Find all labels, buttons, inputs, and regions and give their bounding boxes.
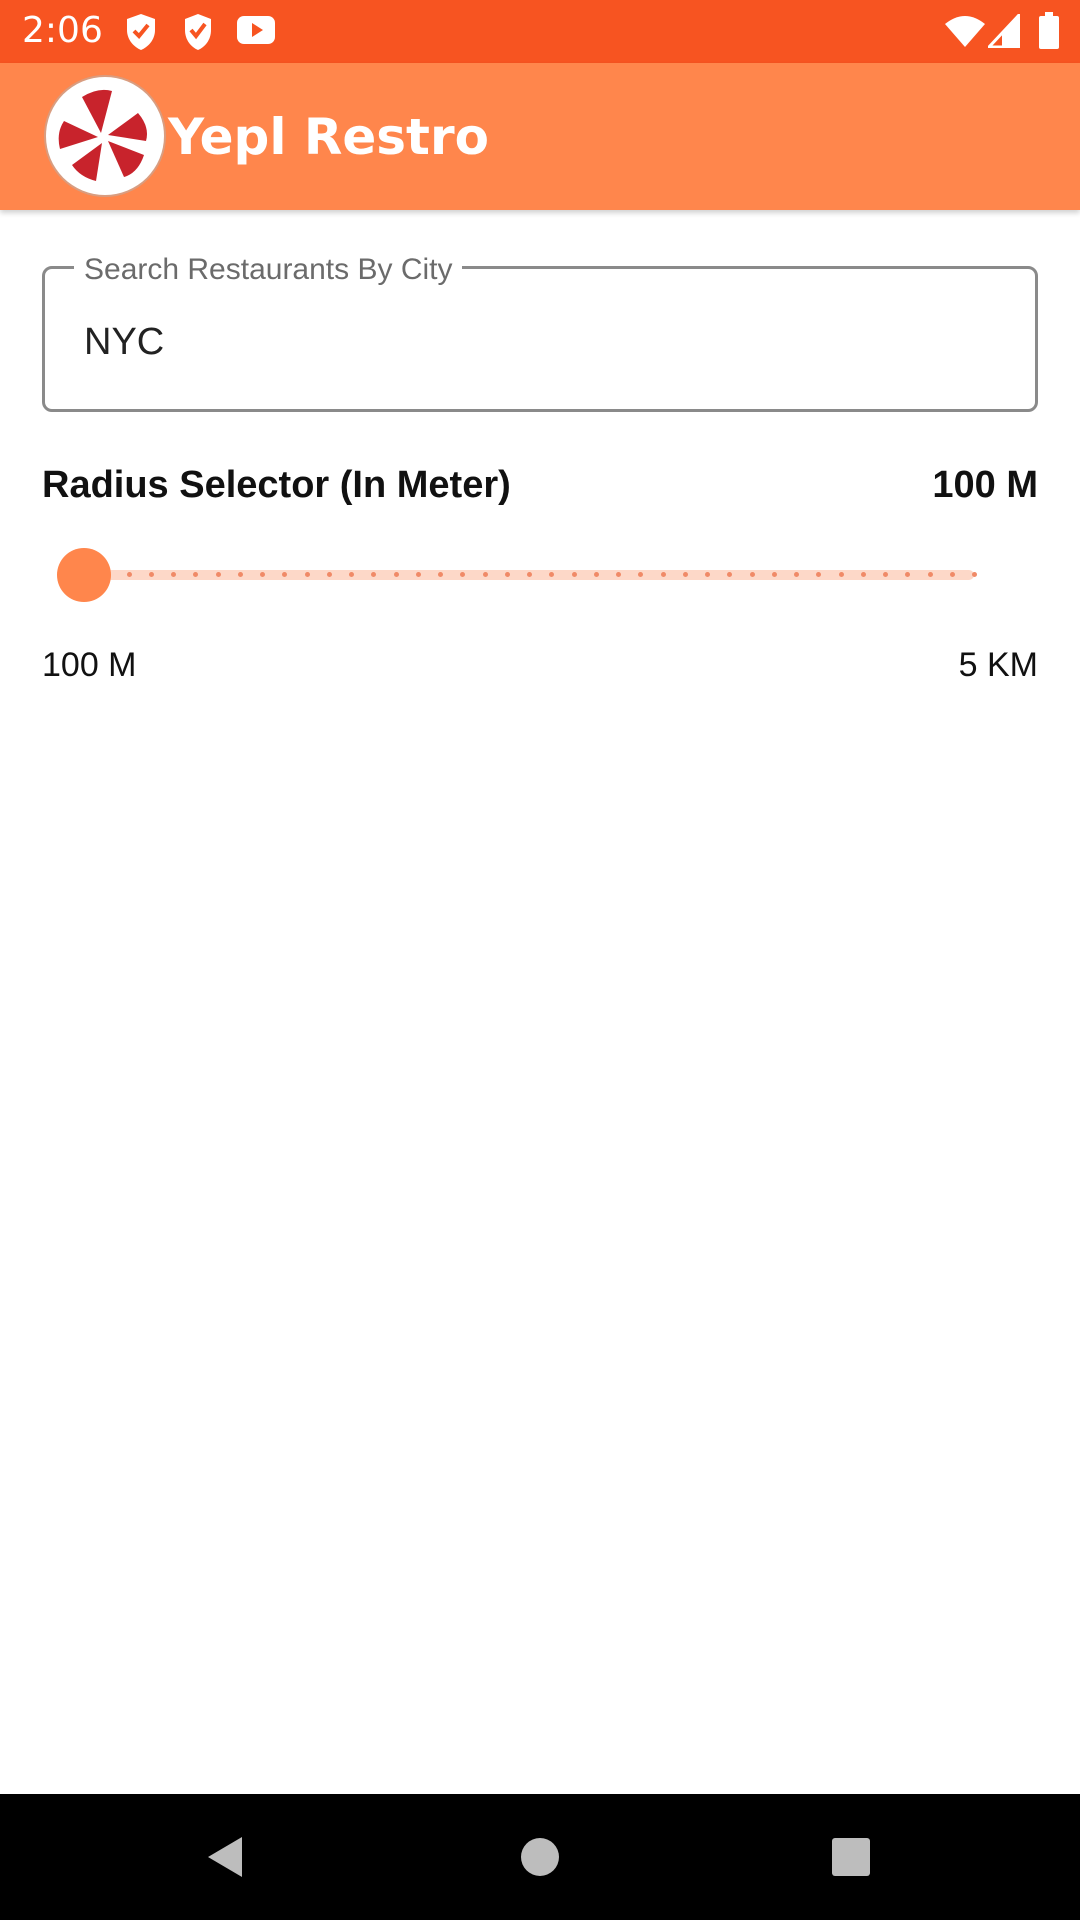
range-min-label: 100 M [42, 646, 137, 684]
slider-tick [838, 572, 844, 577]
slider-tick [371, 572, 377, 577]
radius-slider[interactable] [56, 548, 1006, 602]
slider-tick [794, 572, 799, 577]
slider-tick [326, 572, 332, 577]
youtube-icon [237, 16, 275, 44]
slider-tick [171, 572, 176, 577]
slider-tick [771, 572, 777, 577]
slider-tick [126, 572, 132, 577]
search-label: Search Restaurants By City [74, 250, 463, 290]
slider-tick [860, 572, 866, 577]
slider-tick [349, 572, 354, 577]
home-icon[interactable] [515, 1832, 565, 1882]
app-bar: Yepl Restro [0, 63, 1080, 210]
radius-value: 100 M [932, 464, 1038, 506]
slider-tick [438, 572, 443, 577]
cell-signal-icon [988, 14, 1020, 48]
slider-tick [682, 572, 688, 577]
slider-tick [215, 572, 221, 577]
wifi-icon [945, 16, 985, 47]
slider-tick [593, 572, 599, 577]
range-max-label: 5 KM [958, 646, 1038, 684]
yelp-logo-icon [46, 77, 164, 195]
slider-tick [883, 572, 888, 577]
slider-tick [260, 572, 265, 577]
recents-icon[interactable] [826, 1832, 876, 1882]
slider-thumb[interactable] [57, 548, 111, 602]
slider-tick [616, 572, 621, 577]
slider-tick [282, 572, 288, 577]
status-bar: 2:06 [0, 0, 1080, 63]
slider-tick [749, 572, 755, 577]
slider-tick [705, 572, 710, 577]
slider-tick [972, 572, 977, 577]
slider-tick [638, 572, 644, 577]
search-input[interactable] [84, 318, 984, 366]
slider-tick [393, 572, 399, 577]
battery-icon [1039, 12, 1059, 49]
slider-ticks [56, 548, 1006, 600]
slider-tick [482, 572, 488, 577]
slider-tick [237, 572, 243, 577]
slider-tick [660, 572, 666, 577]
shield-check-icon [127, 14, 155, 50]
radius-label: Radius Selector (In Meter) [42, 464, 511, 506]
slider-tick [415, 572, 421, 577]
shield-bolt-icon [185, 14, 211, 50]
slider-tick [527, 572, 532, 577]
slider-tick [148, 572, 154, 577]
slider-tick [727, 572, 733, 577]
slider-tick [549, 572, 555, 577]
slider-tick [193, 572, 199, 577]
search-field[interactable] [42, 266, 1038, 412]
slider-tick [571, 572, 577, 577]
slider-tick [927, 572, 933, 577]
status-time: 2:06 [22, 10, 103, 51]
slider-tick [949, 572, 955, 577]
slider-tick [905, 572, 911, 577]
navigation-bar [0, 1794, 1080, 1920]
app-title: Yepl Restro [168, 108, 489, 166]
slider-tick [460, 572, 466, 577]
slider-tick [304, 572, 310, 577]
slider-tick [816, 572, 822, 577]
slider-tick [504, 572, 510, 577]
back-icon[interactable] [202, 1832, 252, 1882]
